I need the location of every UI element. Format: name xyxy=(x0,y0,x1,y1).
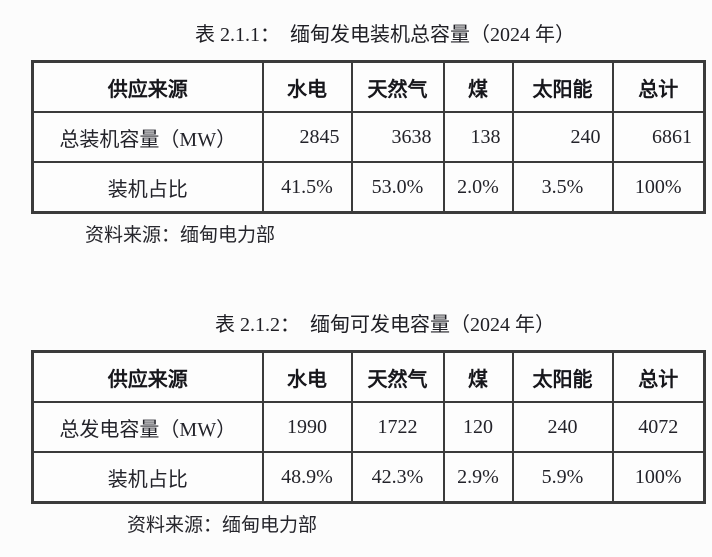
table1-capacity-label: 总装机容量（MW） xyxy=(31,111,264,163)
table1-share-row: 装机占比 41.5% 53.0% 2.0% 3.5% 100% xyxy=(31,161,706,214)
table1-header-supply-source: 供应来源 xyxy=(31,60,264,113)
table2-share-total: 100% xyxy=(611,451,706,504)
installed-capacity-table: 供应来源 水电 天然气 煤 太阳能 总计 总装机容量（MW） 2845 3638… xyxy=(31,60,706,214)
table2-header-supply-source: 供应来源 xyxy=(31,350,264,403)
table1-share-label: 装机占比 xyxy=(31,161,264,214)
table2-share-label: 装机占比 xyxy=(31,451,264,504)
table1-share-solar: 3.5% xyxy=(511,161,614,214)
table2-header-coal: 煤 xyxy=(442,350,514,403)
table2-capacity-row: 总发电容量（MW） 1990 1722 120 240 4072 xyxy=(31,401,706,453)
table2-share-solar: 5.9% xyxy=(511,451,614,504)
table1-header-hydro: 水电 xyxy=(261,60,353,113)
table2-title: 表 2.1.2： 缅甸可发电容量（2024 年） xyxy=(215,314,555,336)
table2-capacity-total: 4072 xyxy=(611,401,706,453)
table1-share-gas: 53.0% xyxy=(350,161,445,214)
table2-capacity-coal: 120 xyxy=(442,401,514,453)
table1-capacity-total: 6861 xyxy=(611,111,706,163)
table2-capacity-hydro: 1990 xyxy=(261,401,353,453)
table2-capacity-solar: 240 xyxy=(511,401,614,453)
table1-share-coal: 2.0% xyxy=(442,161,514,214)
table2-share-coal: 2.9% xyxy=(442,451,514,504)
table2-share-hydro: 48.9% xyxy=(261,451,353,504)
table1-capacity-solar: 240 xyxy=(511,111,614,163)
table1-title: 表 2.1.1： 缅甸发电装机总容量（2024 年） xyxy=(195,24,575,46)
table2-header-row: 供应来源 水电 天然气 煤 太阳能 总计 xyxy=(31,350,706,403)
table1-share-total: 100% xyxy=(611,161,706,214)
table1-header-gas: 天然气 xyxy=(350,60,445,113)
table2-capacity-label: 总发电容量（MW） xyxy=(31,401,264,453)
table1-source-note: 资料来源：缅甸电力部 xyxy=(85,225,276,246)
table2-header-gas: 天然气 xyxy=(350,350,445,403)
table1-capacity-gas: 3638 xyxy=(350,111,445,163)
table1-share-hydro: 41.5% xyxy=(261,161,353,214)
available-capacity-table: 供应来源 水电 天然气 煤 太阳能 总计 总发电容量（MW） 1990 1722… xyxy=(31,350,706,504)
table1-header-row: 供应来源 水电 天然气 煤 太阳能 总计 xyxy=(31,60,706,113)
table1-capacity-coal: 138 xyxy=(442,111,514,163)
table1-capacity-hydro: 2845 xyxy=(261,111,353,163)
table2-share-gas: 42.3% xyxy=(350,451,445,504)
table1-header-solar: 太阳能 xyxy=(511,60,614,113)
table2-share-row: 装机占比 48.9% 42.3% 2.9% 5.9% 100% xyxy=(31,451,706,504)
table1-capacity-row: 总装机容量（MW） 2845 3638 138 240 6861 xyxy=(31,111,706,163)
table2-header-solar: 太阳能 xyxy=(511,350,614,403)
table1-header-coal: 煤 xyxy=(442,60,514,113)
table2-capacity-gas: 1722 xyxy=(350,401,445,453)
table1-header-total: 总计 xyxy=(611,60,706,113)
table2-header-total: 总计 xyxy=(611,350,706,403)
table2-source-note: 资料来源：缅甸电力部 xyxy=(127,515,318,536)
table2-header-hydro: 水电 xyxy=(261,350,353,403)
